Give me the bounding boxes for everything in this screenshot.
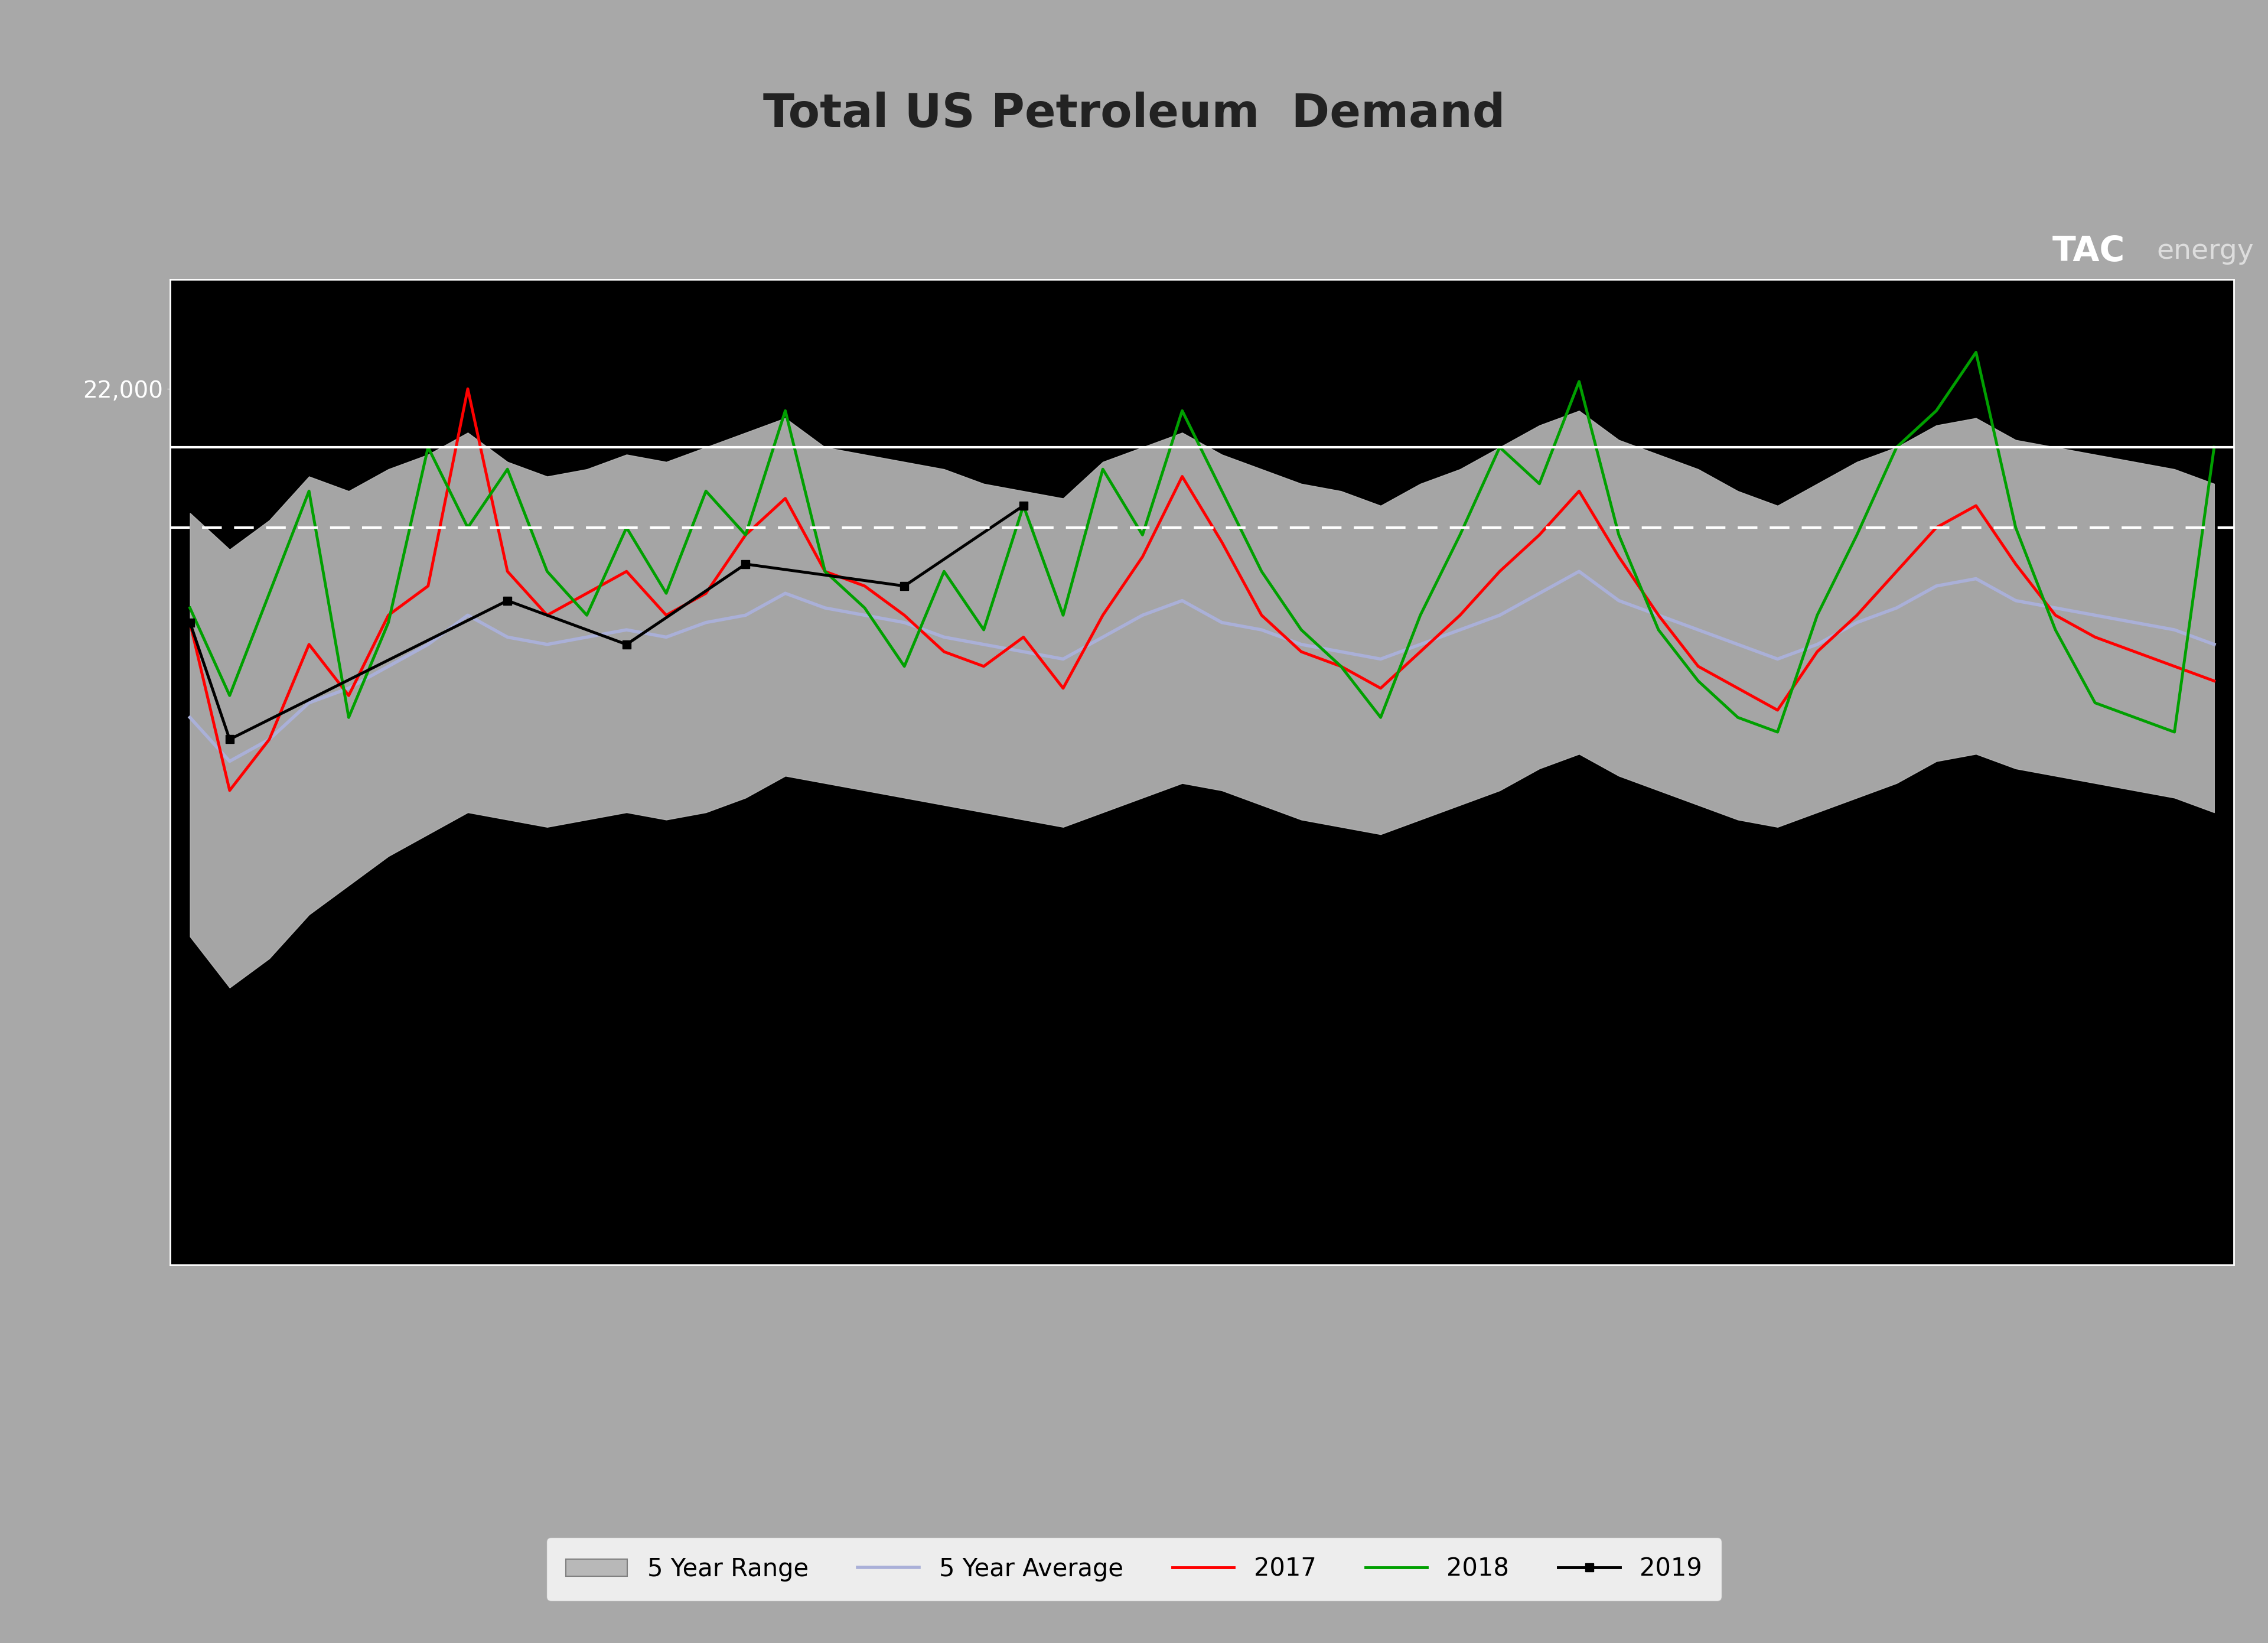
Text: Total US Petroleum  Demand: Total US Petroleum Demand bbox=[762, 92, 1506, 136]
Legend: 5 Year Range, 5 Year Average, 2017, 2018, 2019: 5 Year Range, 5 Year Average, 2017, 2018… bbox=[547, 1536, 1721, 1602]
Text: TAC: TAC bbox=[2053, 235, 2125, 268]
Text: energy: energy bbox=[2157, 238, 2254, 265]
